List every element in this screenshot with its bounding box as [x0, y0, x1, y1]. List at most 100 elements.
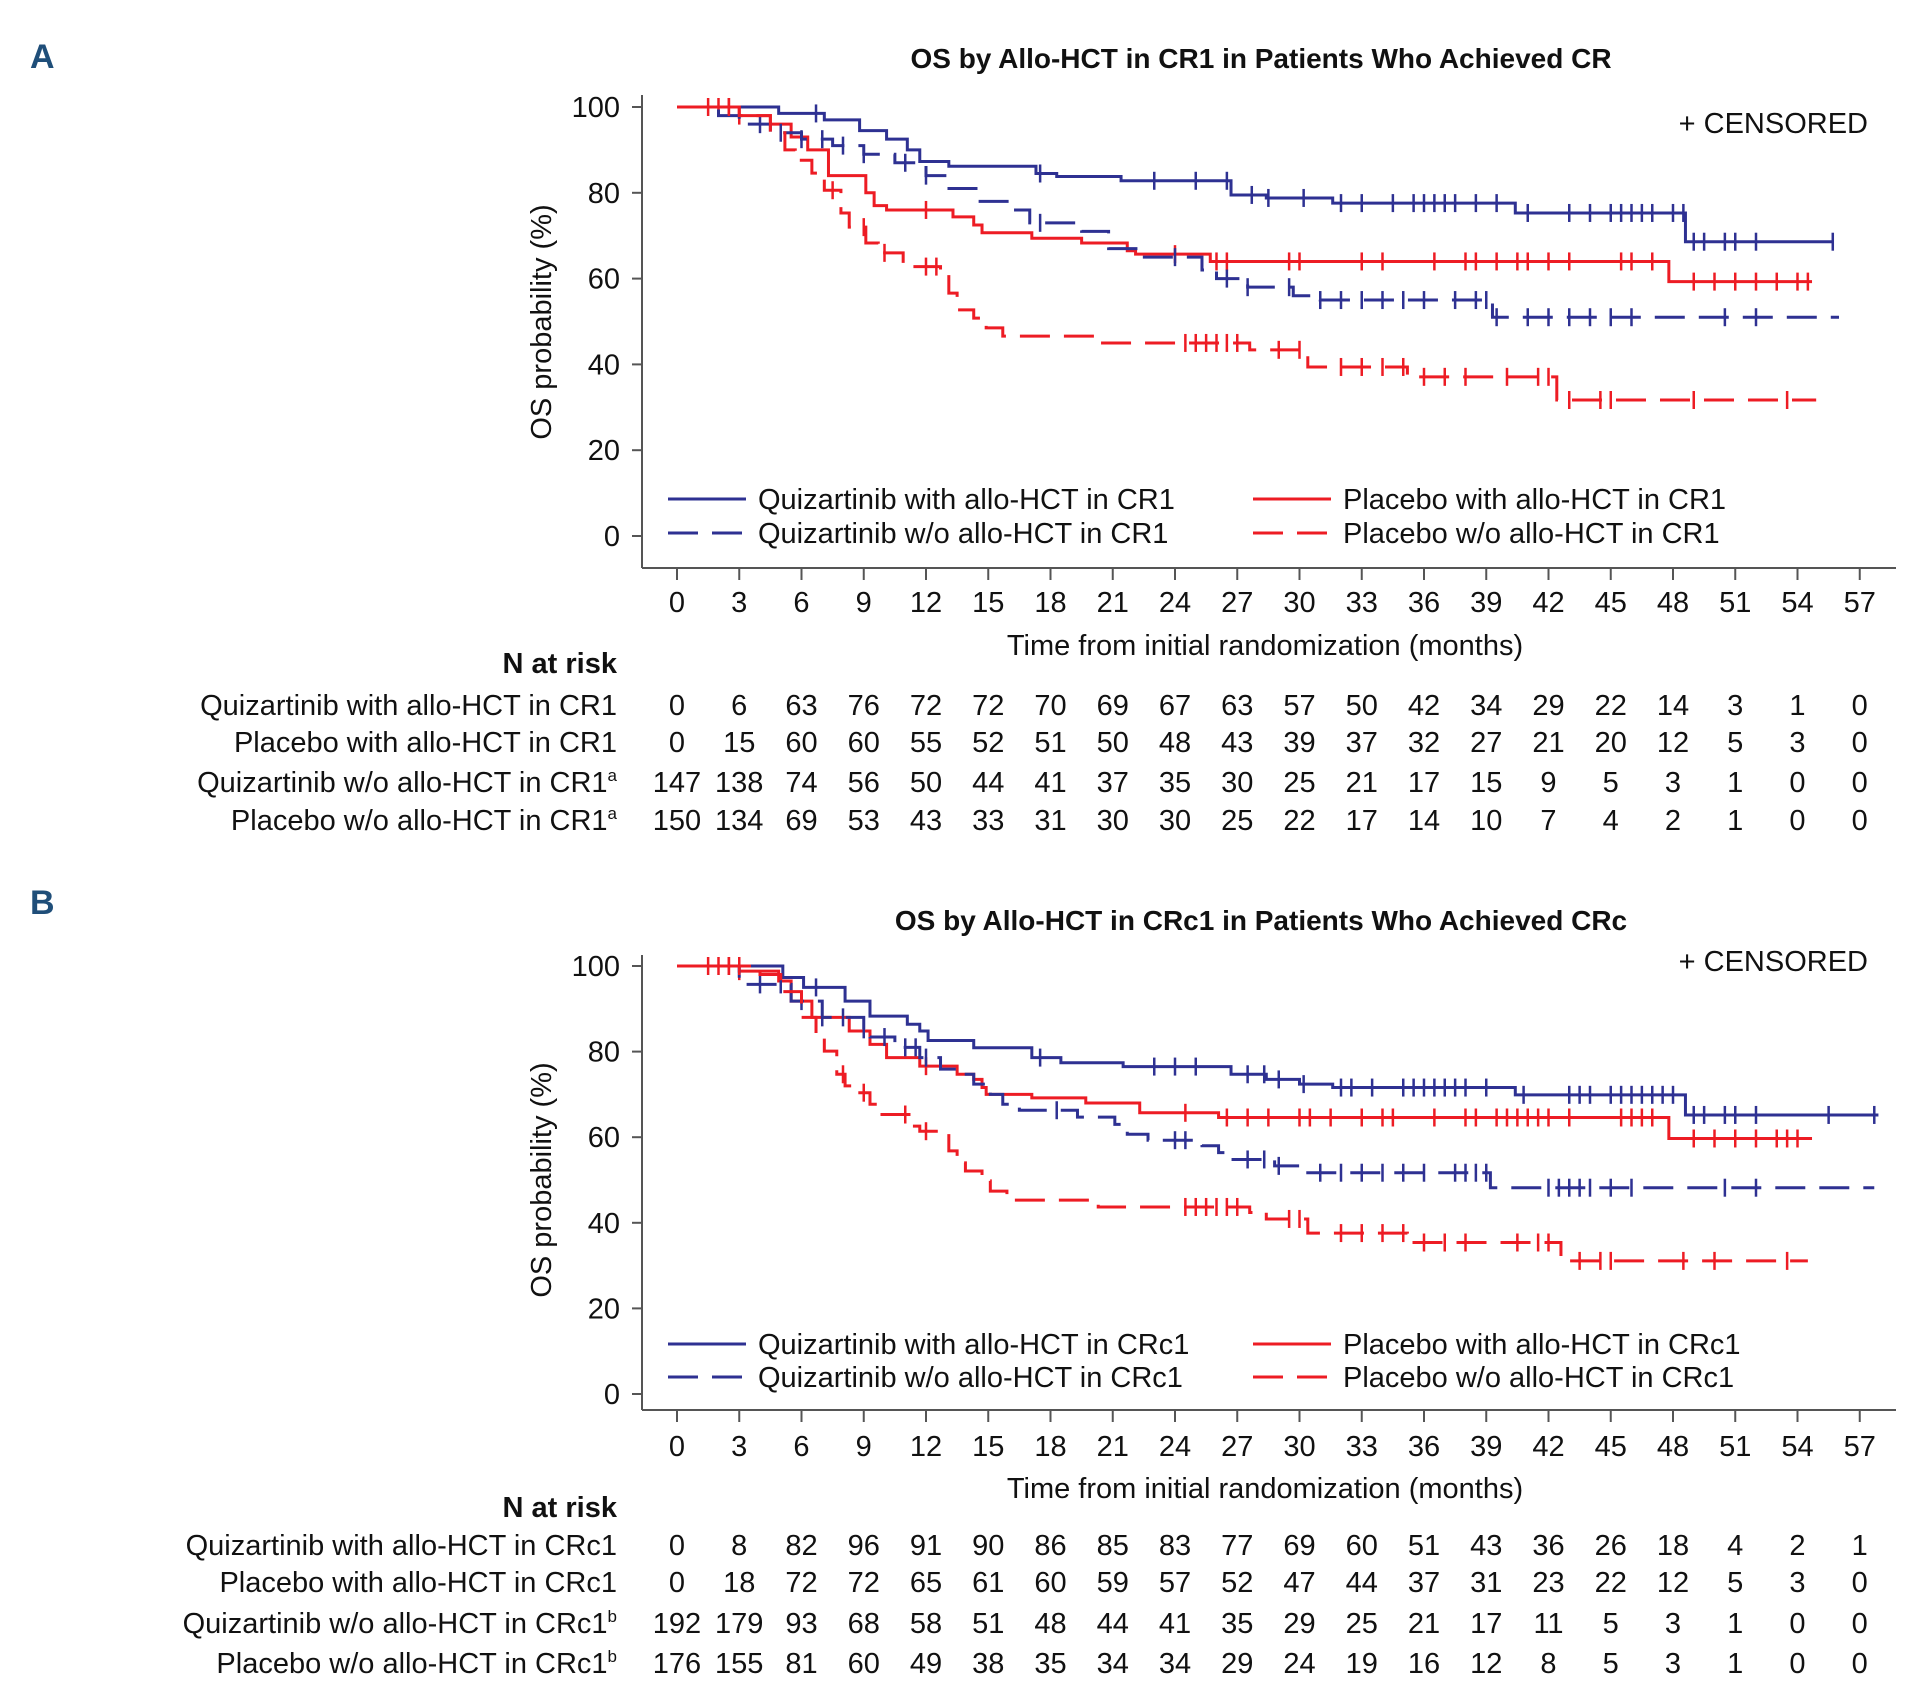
risk-count: 30	[1159, 805, 1191, 837]
risk-count: 20	[1595, 727, 1627, 759]
risk-count: 43	[1470, 1530, 1502, 1562]
x-tick-label: 30	[1283, 1431, 1315, 1463]
y-tick-label: 80	[588, 178, 620, 210]
legend-label: Placebo with allo-HCT in CR1	[1343, 484, 1726, 516]
risk-count: 17	[1470, 1608, 1502, 1640]
risk-count: 44	[1097, 1608, 1129, 1640]
y-axis-label: OS probability (%)	[526, 204, 558, 439]
x-tick-label: 51	[1719, 1431, 1751, 1463]
y-tick-label: 40	[588, 349, 620, 381]
risk-count: 25	[1221, 805, 1253, 837]
risk-count: 176	[653, 1648, 701, 1680]
risk-table-header: N at risk	[503, 1492, 618, 1524]
risk-count: 72	[972, 690, 1004, 722]
risk-count: 69	[1283, 1530, 1315, 1562]
x-tick-label: 33	[1346, 1431, 1378, 1463]
risk-count: 0	[1789, 767, 1805, 799]
risk-count: 56	[848, 767, 880, 799]
risk-count: 76	[848, 690, 880, 722]
y-tick-label: 20	[588, 1293, 620, 1325]
risk-count: 14	[1657, 690, 1689, 722]
risk-count: 82	[785, 1530, 817, 1562]
x-tick-label: 12	[910, 1431, 942, 1463]
risk-count: 1	[1727, 805, 1743, 837]
risk-count: 3	[1665, 1648, 1681, 1680]
risk-count: 60	[1034, 1567, 1066, 1599]
risk-count: 26	[1595, 1530, 1627, 1562]
risk-count: 0	[1852, 1567, 1868, 1599]
x-tick-label: 9	[856, 587, 872, 619]
risk-count: 57	[1159, 1567, 1191, 1599]
risk-count: 96	[848, 1530, 880, 1562]
risk-count: 91	[910, 1530, 942, 1562]
risk-count: 61	[972, 1567, 1004, 1599]
panel-b: B OS by Allo-HCT in CRc1 in Patients Who…	[30, 884, 1896, 1680]
risk-count: 0	[1789, 805, 1805, 837]
risk-count: 0	[669, 1530, 685, 1562]
risk-count: 21	[1408, 1608, 1440, 1640]
risk-count: 30	[1097, 805, 1129, 837]
risk-count: 22	[1595, 690, 1627, 722]
risk-count: 69	[785, 805, 817, 837]
risk-row-label: Placebo w/o allo-HCT in CR1a	[231, 804, 618, 837]
x-tick-label: 0	[669, 1431, 685, 1463]
x-tick-label: 27	[1221, 587, 1253, 619]
y-tick-label: 0	[604, 521, 620, 553]
x-tick-label: 24	[1159, 587, 1191, 619]
y-tick-label: 20	[588, 435, 620, 467]
risk-count: 31	[1470, 1567, 1502, 1599]
risk-row-label: Quizartinib with allo-HCT in CR1	[200, 690, 617, 722]
risk-count: 37	[1346, 727, 1378, 759]
risk-count: 11	[1533, 1608, 1563, 1640]
risk-count: 0	[1852, 805, 1868, 837]
chart-title: OS by Allo-HCT in CRc1 in Patients Who A…	[895, 905, 1627, 936]
risk-count: 5	[1603, 1608, 1619, 1640]
x-tick-label: 48	[1657, 587, 1689, 619]
risk-count: 2	[1789, 1530, 1805, 1562]
risk-count: 3	[1789, 1567, 1805, 1599]
x-axis-label: Time from initial randomization (months)	[1007, 630, 1523, 662]
risk-count: 90	[972, 1530, 1004, 1562]
x-tick-label: 24	[1159, 1431, 1191, 1463]
footnote-marker: b	[608, 1647, 617, 1666]
footnote-marker: a	[608, 766, 618, 785]
censored-note: + CENSORED	[1679, 946, 1868, 978]
risk-count: 1	[1727, 767, 1743, 799]
x-tick-label: 18	[1034, 587, 1066, 619]
footnote-marker: a	[608, 804, 618, 823]
x-tick-label: 21	[1097, 587, 1129, 619]
risk-count: 31	[1034, 805, 1066, 837]
risk-count: 50	[1346, 690, 1378, 722]
risk-count: 35	[1159, 767, 1191, 799]
x-tick-label: 27	[1221, 1431, 1253, 1463]
risk-count: 74	[785, 767, 817, 799]
x-tick-label: 21	[1097, 1431, 1129, 1463]
risk-count: 34	[1470, 690, 1502, 722]
risk-count: 0	[1852, 767, 1868, 799]
risk-count: 22	[1595, 1567, 1627, 1599]
risk-count: 24	[1283, 1648, 1315, 1680]
risk-count: 57	[1283, 690, 1315, 722]
legend-label: Placebo w/o allo-HCT in CRc1	[1343, 1362, 1734, 1394]
risk-count: 3	[1789, 727, 1805, 759]
risk-count: 63	[785, 690, 817, 722]
risk-count: 23	[1532, 1567, 1564, 1599]
risk-count: 43	[910, 805, 942, 837]
x-tick-label: 15	[972, 587, 1004, 619]
risk-count: 179	[715, 1608, 763, 1640]
risk-count: 27	[1470, 727, 1502, 759]
risk-row-label: Quizartinib with allo-HCT in CRc1	[186, 1530, 617, 1562]
risk-count: 55	[910, 727, 942, 759]
x-tick-label: 39	[1470, 587, 1502, 619]
risk-count: 60	[1346, 1530, 1378, 1562]
legend-label: Quizartinib w/o allo-HCT in CRc1	[758, 1362, 1183, 1394]
risk-count: 51	[972, 1608, 1004, 1640]
risk-count: 35	[1221, 1608, 1253, 1640]
y-tick-label: 60	[588, 264, 620, 296]
risk-count: 155	[715, 1648, 763, 1680]
x-tick-label: 39	[1470, 1431, 1502, 1463]
panel-label: A	[30, 38, 55, 76]
risk-count: 29	[1221, 1648, 1253, 1680]
risk-count: 58	[910, 1608, 942, 1640]
risk-count: 12	[1657, 727, 1689, 759]
